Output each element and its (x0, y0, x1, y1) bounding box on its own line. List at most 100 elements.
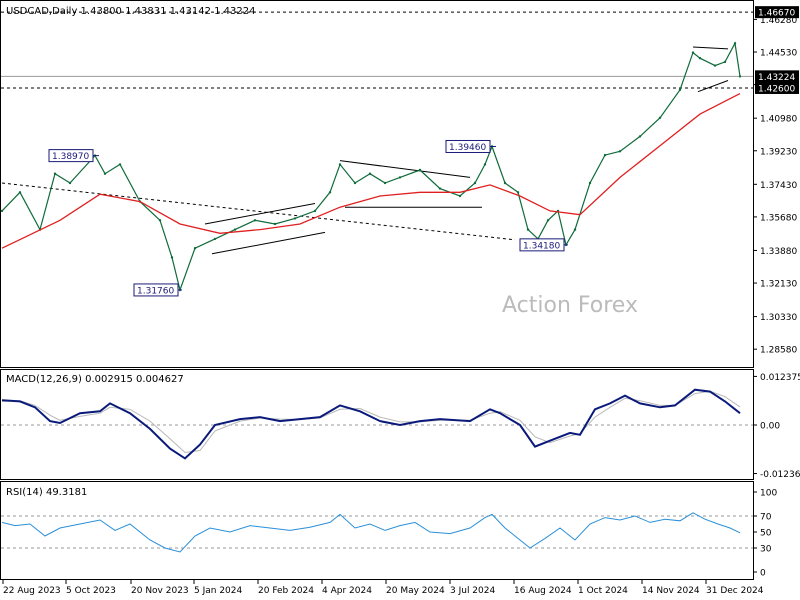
chart-header: USDCAD,Daily 1.43800 1.43831 1.43142 1.4… (6, 6, 256, 17)
price-point (638, 135, 642, 138)
time-tick-label: 20 Feb 2024 (258, 586, 314, 596)
time-tick-label: 16 Aug 2024 (514, 586, 572, 596)
price-tick-label: 1.39230 (760, 147, 797, 157)
descending-trendline (1, 182, 516, 241)
callout-label: 1.34180 (523, 241, 560, 251)
level-tag (755, 6, 799, 19)
macd-tick-label: 0.00 (760, 422, 780, 432)
price-point (368, 172, 372, 175)
price-tick-label: 1.28580 (760, 346, 797, 356)
macd-tick-label: -0.012367 (760, 470, 800, 480)
time-tick-label: 20 May 2024 (386, 586, 445, 596)
channel-upper (204, 203, 316, 225)
time-tick-label: 4 Apr 2024 (322, 586, 372, 596)
price-point (253, 219, 257, 222)
macd-series (1, 388, 741, 460)
price-point (103, 172, 107, 175)
price-point (618, 150, 622, 153)
price-point (158, 219, 162, 222)
price-point (293, 217, 297, 220)
price-tick-label: 1.30330 (760, 313, 797, 323)
callout-label: 1.38970 (52, 152, 89, 162)
price-point (733, 42, 737, 45)
time-axis: 22 Aug 2023 5 Oct 2023 20 Nov 2023 5 Jan 20… (2, 580, 764, 596)
level-tag-label: 1.42600 (758, 84, 795, 94)
price-point (353, 181, 357, 185)
price-tick-label: 1.35680 (760, 213, 797, 223)
price-axis: 1.462801.445301.427801.409801.392301.374… (753, 16, 797, 356)
price-tick-label: 1.46280 (760, 16, 797, 26)
price-point (713, 64, 717, 67)
price-point (213, 237, 217, 241)
moving-average-line (1, 93, 741, 249)
time-tick-label: 22 Aug 2023 (3, 586, 61, 596)
macd-panel-frame (0, 369, 754, 480)
triangle-lower (697, 80, 729, 93)
price-tick-label: 1.37430 (760, 181, 797, 191)
price-point (313, 209, 317, 213)
trend-lines (1, 46, 729, 255)
time-tick-label: 3 Jul 2024 (450, 586, 495, 596)
rsi-tick-label: 30 (760, 545, 772, 555)
rsi-tick-label: 70 (760, 513, 772, 523)
price-point (526, 228, 530, 231)
level-tag (755, 70, 799, 83)
macd-axis: 0.012375 0.00 -0.012367 (1, 373, 800, 480)
level-tag-label: 1.43224 (758, 73, 795, 83)
price-point (68, 181, 72, 185)
price-point (698, 57, 702, 60)
price-point (473, 181, 477, 185)
time-tick-label: 31 Dec 2024 (706, 586, 764, 596)
callout-label: 1.39460 (449, 143, 486, 153)
price-point (193, 247, 197, 250)
price-callouts: 1.38970 1.31760 1.39460 1.34180 (48, 139, 568, 297)
rsi-axis: 100 70 50 30 0 (1, 489, 777, 579)
price-point (546, 219, 550, 222)
price-point (691, 51, 695, 54)
channel-lower (211, 231, 326, 255)
price-tick-label: 1.33880 (760, 247, 797, 257)
price-point (418, 168, 422, 172)
flag-upper (339, 160, 471, 178)
price-point (273, 222, 277, 226)
price-point (658, 116, 662, 120)
rsi-line (1, 512, 741, 553)
macd-line (1, 388, 741, 460)
price-point (573, 228, 577, 231)
price-point (738, 75, 742, 78)
price-point (170, 256, 174, 259)
price-point (678, 88, 682, 92)
price-series (0, 41, 742, 292)
price-point (18, 191, 22, 194)
price-point (338, 163, 342, 166)
time-tick-label: 1 Oct 2024 (578, 586, 628, 596)
price-point (383, 181, 387, 185)
rsi-tick-label: 100 (760, 489, 777, 499)
time-tick-label: 20 Nov 2023 (131, 586, 189, 596)
price-tick-label: 1.40980 (760, 115, 797, 125)
watermark: Action Forex (502, 293, 638, 318)
rsi-label: RSI(14) 49.3181 (6, 487, 87, 498)
price-tick-label: 1.32130 (760, 280, 797, 290)
price-point (118, 163, 122, 166)
rsi-tick-label: 50 (760, 529, 772, 539)
price-point (603, 153, 607, 157)
price-point (438, 187, 442, 190)
macd-signal-line (1, 390, 741, 454)
price-point (233, 228, 237, 231)
rsi-tick-label: 0 (760, 569, 766, 579)
rsi-series (1, 512, 741, 553)
macd-tick-label: 0.012375 (760, 373, 800, 383)
price-point (588, 181, 592, 185)
triangle-upper (692, 46, 729, 50)
price-point (503, 181, 507, 185)
price-point (516, 191, 520, 194)
price-point (398, 176, 402, 179)
time-tick-label: 5 Oct 2023 (66, 586, 116, 596)
price-tick-label: 1.44530 (760, 49, 797, 59)
callout-label: 1.31760 (137, 286, 174, 296)
rsi-panel-frame (0, 481, 754, 580)
level-tag (755, 81, 799, 94)
